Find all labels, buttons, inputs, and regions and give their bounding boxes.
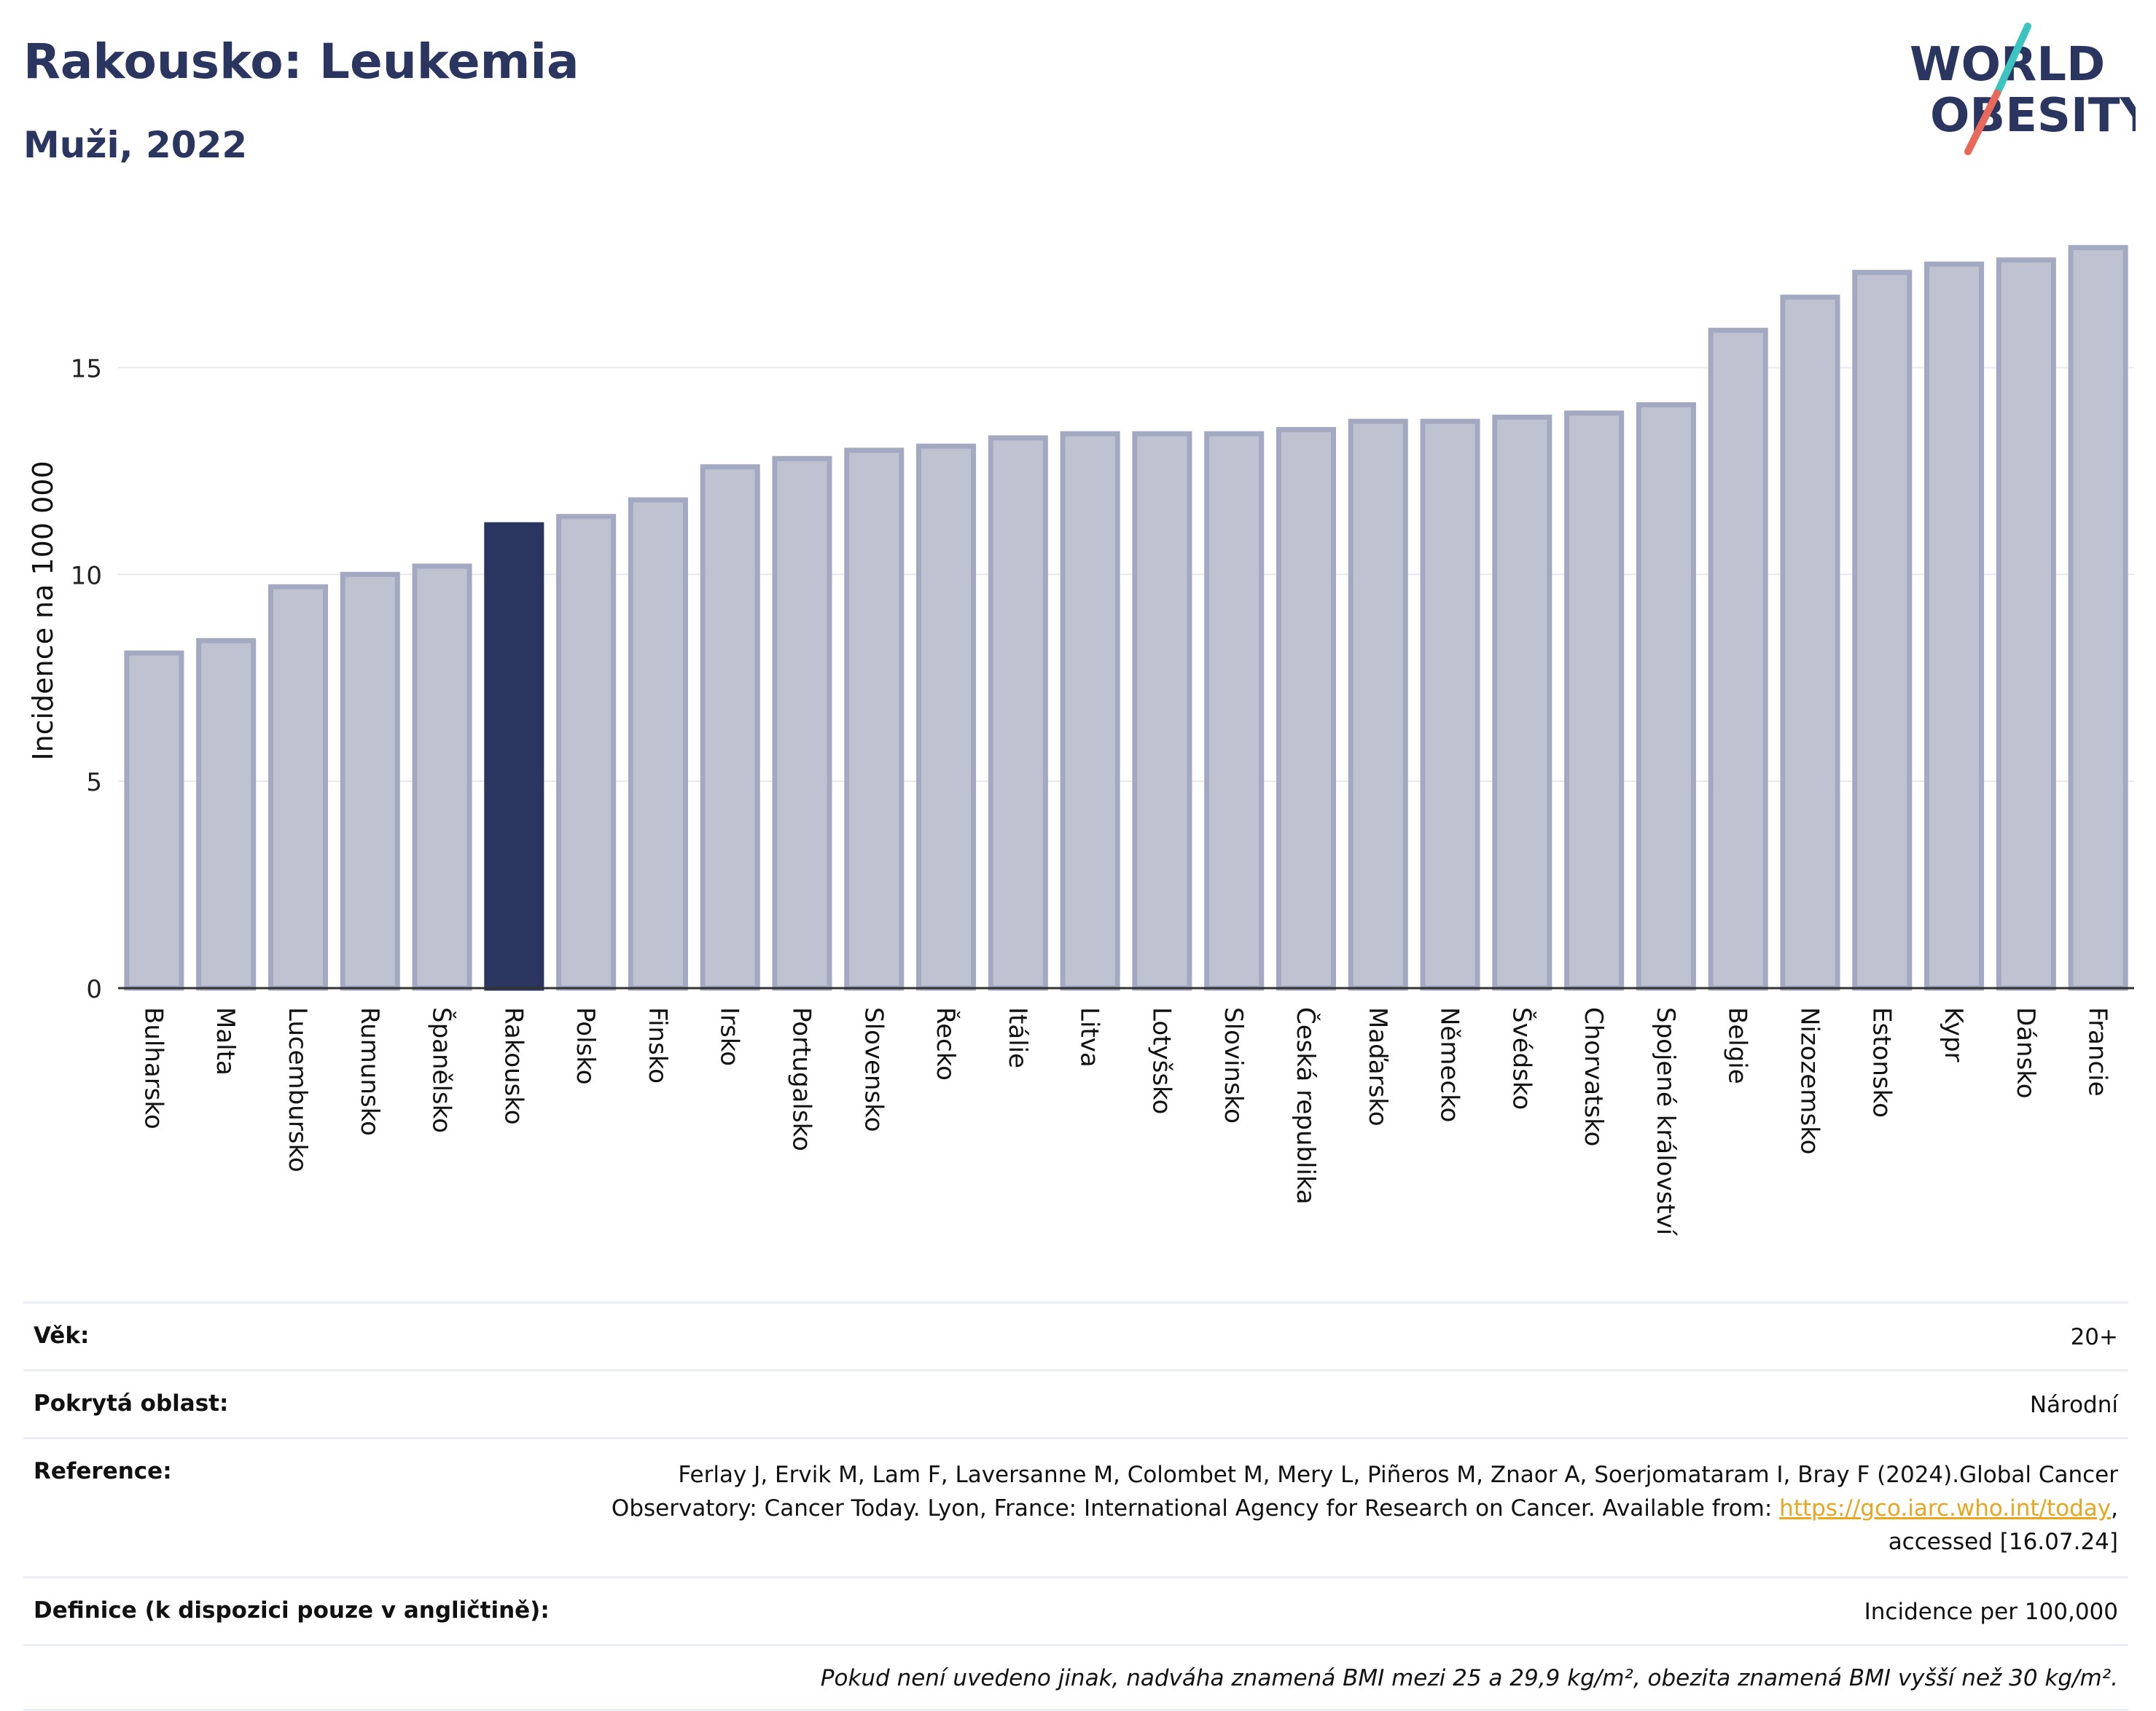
x-tick-label: Rumunsko: [355, 1007, 384, 1136]
y-tick-label: 5: [86, 768, 102, 797]
bar-španělsko: [412, 563, 472, 991]
bars: [124, 245, 2128, 991]
bar-estonsko: [1852, 270, 1913, 991]
x-tick-label: Španělsko: [427, 1007, 457, 1133]
info-row-reference: Reference: Ferlay J, Ervik M, Lam F, Lav…: [23, 1437, 2128, 1576]
bar-nizozemsko: [1780, 294, 1840, 991]
bar-rakousko: [484, 522, 544, 991]
bmi-note: Pokud není uvedeno jinak, nadváha znamen…: [820, 1665, 2118, 1691]
definition-value: Incidence per 100,000: [1864, 1599, 2118, 1625]
x-tick-label: Lucembursko: [283, 1007, 312, 1172]
x-tick-label: Kypr: [1939, 1007, 1968, 1062]
reference-link[interactable]: https://gco.iarc.who.int/today: [1779, 1495, 2112, 1522]
bar-bulharsko: [124, 650, 184, 991]
x-tick-label: Portugalsko: [786, 1007, 816, 1151]
world-obesity-logo: WORLD OBESITY: [1910, 23, 2136, 155]
logo-slash-coral: [1964, 90, 2001, 155]
bar-chart: 0 5 10 15 Bulharsko Malta Lucembursko Rumunsko…: [27, 245, 2134, 1237]
chart-subtitle: Muži, 2022: [23, 124, 248, 166]
info-table: Věk: 20+ Pokrytá oblast: Národní Referen…: [23, 1301, 2128, 1711]
y-axis-label: Incidence na 100 000: [27, 461, 59, 760]
logo-text-obesity: OBESITY: [1930, 89, 2136, 143]
x-tick-labels: Bulharsko Malta Lucembursko Rumunsko Španěls…: [138, 1007, 2112, 1237]
reference-line-1: Ferlay J, Ervik M, Lam F, Laversanne M, …: [678, 1462, 2118, 1488]
x-tick-label: Irsko: [715, 1007, 744, 1066]
x-tick-label: Česká republika: [1291, 1007, 1321, 1205]
info-row-age: Věk: 20+: [23, 1301, 2128, 1369]
x-tick-label: Estonsko: [1867, 1007, 1896, 1118]
x-tick-label: Rakousko: [499, 1007, 528, 1125]
bar-polsko: [556, 514, 617, 991]
x-tick-label: Dánsko: [2011, 1007, 2040, 1099]
y-tick-label: 0: [86, 975, 102, 1004]
y-tick-label: 15: [71, 354, 102, 383]
age-label: Věk:: [34, 1323, 90, 1349]
bar-irsko: [700, 464, 760, 991]
bar-belgie: [1708, 327, 1768, 991]
x-tick-label: Belgie: [1723, 1007, 1752, 1084]
x-tick-label: Německo: [1435, 1007, 1464, 1122]
x-tick-label: Lotyšsko: [1147, 1007, 1176, 1114]
bar-litva: [1060, 431, 1120, 991]
x-tick-label: Bulharsko: [138, 1007, 168, 1129]
bar-slovinsko: [1204, 431, 1265, 991]
x-tick-label: Polsko: [571, 1007, 600, 1085]
info-row-definition: Definice (k dispozici pouze v angličtině…: [23, 1576, 2128, 1644]
bar-francie: [2068, 245, 2128, 991]
bar-lucembursko: [267, 584, 329, 991]
info-row-area: Pokrytá oblast: Národní: [23, 1369, 2128, 1437]
y-tick-labels: 0 5 10 15: [71, 354, 102, 1004]
bar-německo: [1420, 418, 1480, 991]
age-value: 20+: [2070, 1324, 2118, 1350]
bar-slovensko: [844, 447, 905, 991]
reference-line-3: accessed [16.07.24]: [1888, 1529, 2118, 1555]
x-tick-label: Spojené království: [1651, 1007, 1680, 1237]
x-tick-label: Finsko: [643, 1007, 672, 1084]
x-tick-label: Slovinsko: [1219, 1007, 1248, 1124]
logo-slash-teal: [1993, 23, 2031, 97]
x-tick-label: Chorvatsko: [1579, 1007, 1608, 1146]
x-tick-label: Švédsko: [1507, 1007, 1536, 1110]
reference-line-2: Observatory: Cancer Today. Lyon, France:…: [611, 1495, 1773, 1522]
bar-lotyšsko: [1132, 431, 1192, 991]
x-tick-label: Litva: [1075, 1007, 1104, 1068]
area-value: Národní: [2029, 1392, 2118, 1418]
bar-finsko: [628, 497, 688, 991]
bar-spojené-království: [1636, 402, 1696, 991]
y-tick-label: 10: [71, 561, 102, 590]
x-tick-label: Maďarsko: [1363, 1007, 1392, 1127]
definition-label: Definice (k dispozici pouze v angličtině…: [34, 1597, 550, 1624]
reference-label: Reference:: [34, 1458, 172, 1484]
x-tick-label: Slovensko: [859, 1007, 888, 1132]
x-tick-label: Itálie: [1003, 1007, 1032, 1068]
bar-kypr: [1923, 261, 1985, 991]
bar-švédsko: [1492, 415, 1552, 991]
x-tick-label: Francie: [2083, 1007, 2112, 1097]
x-tick-label: Nizozemsko: [1794, 1007, 1824, 1154]
chart-title: Rakousko: Leukemia: [23, 34, 579, 90]
bar-itálie: [988, 435, 1048, 991]
bar-malta: [196, 638, 257, 991]
bar-řecko: [915, 443, 977, 991]
x-tick-label: Malta: [211, 1007, 240, 1076]
bar-portugalsko: [772, 455, 832, 991]
reference-value: Ferlay J, Ervik M, Lam F, Laversanne M, …: [611, 1462, 2118, 1555]
bar-maďarsko: [1348, 418, 1408, 991]
bar-česká-republika: [1276, 427, 1337, 991]
bar-chorvatsko: [1564, 410, 1625, 991]
x-tick-label: Řecko: [931, 1007, 961, 1081]
bar-rumunsko: [340, 571, 400, 991]
bar-dánsko: [1996, 257, 2056, 991]
area-label: Pokrytá oblast:: [34, 1390, 229, 1417]
info-row-note: Pokud není uvedeno jinak, nadváha znamen…: [23, 1644, 2128, 1711]
